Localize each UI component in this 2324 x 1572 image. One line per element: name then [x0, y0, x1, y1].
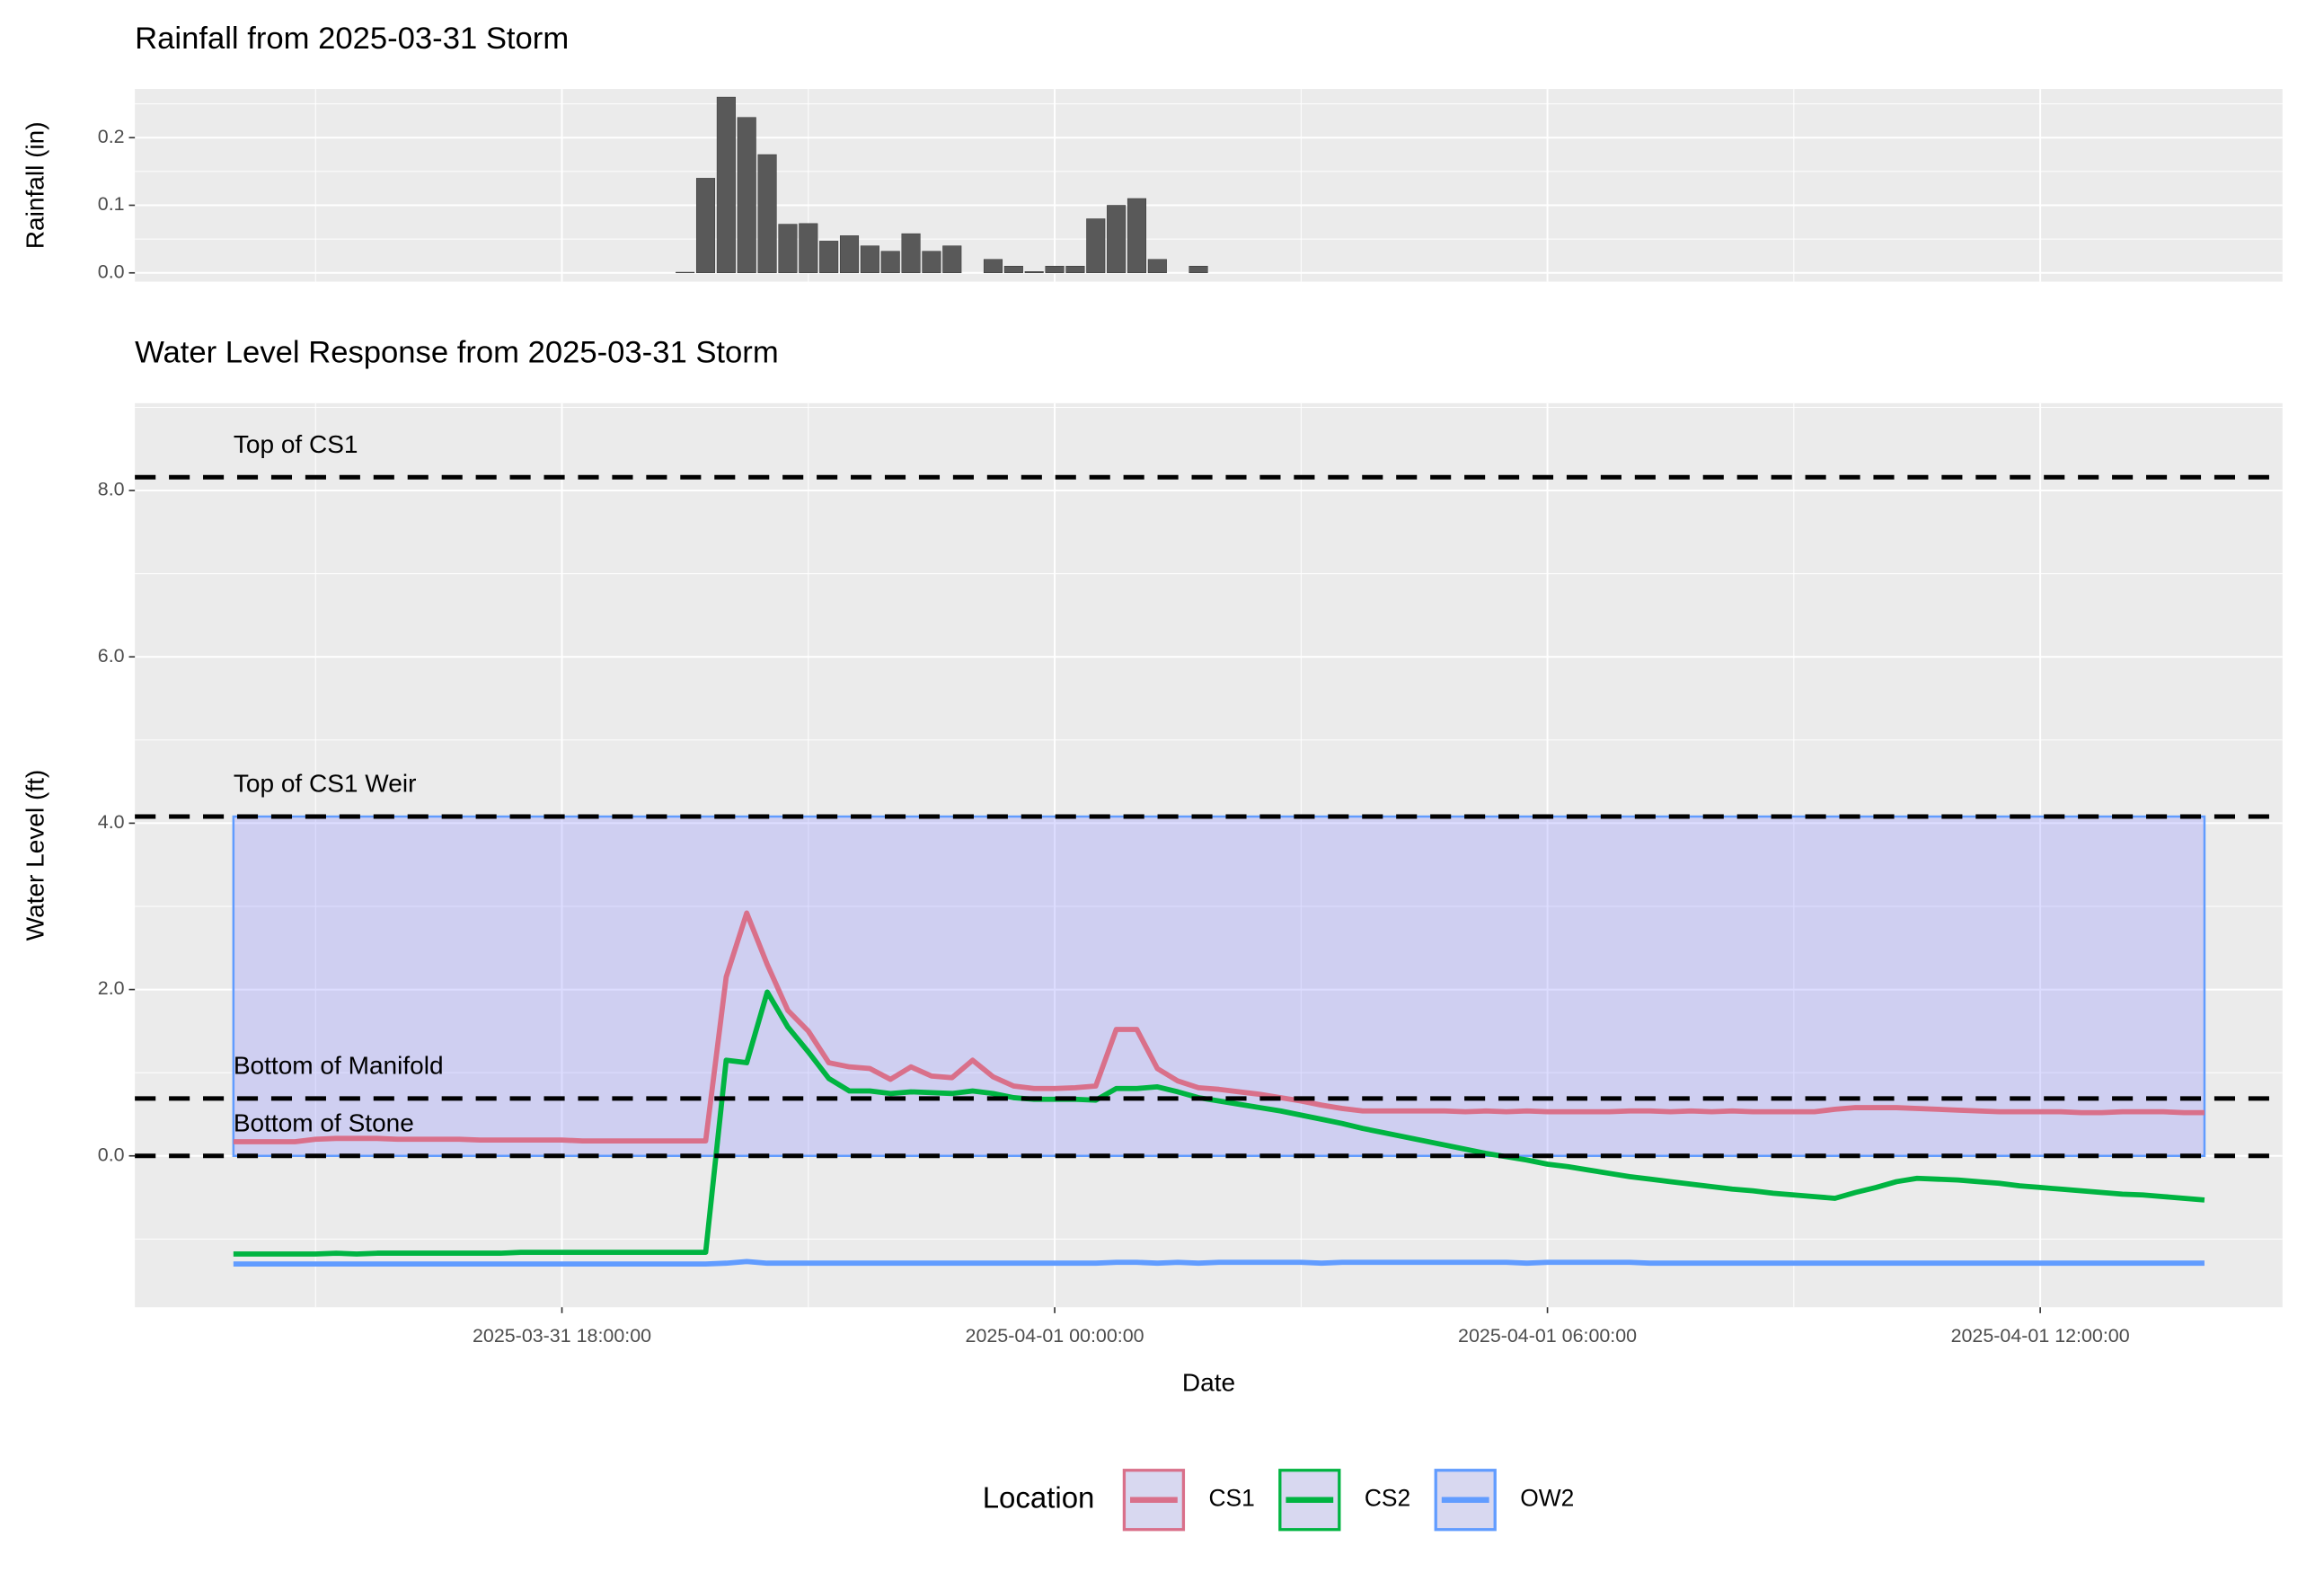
bar [901, 233, 921, 274]
bar [922, 251, 941, 274]
x-tick-label: 2025-04-01 06:00:00 [1458, 1325, 1637, 1347]
x-tick-label: 2025-04-01 00:00:00 [966, 1325, 1144, 1347]
y-axis-title: Rainfall (in) [22, 121, 49, 249]
bar [757, 154, 777, 274]
reference-label: Bottom of Manifold [234, 1052, 444, 1080]
bar [676, 271, 695, 274]
x-tick-label: 2025-03-31 18:00:00 [473, 1325, 651, 1347]
y-tick-label: 0.2 [98, 126, 125, 147]
bar [1045, 265, 1065, 274]
legend-label: CS2 [1365, 1485, 1410, 1512]
bar [942, 245, 962, 274]
bar [778, 224, 798, 274]
y-tick-label: 2.0 [98, 977, 125, 999]
bar [1107, 205, 1127, 274]
bar [716, 96, 736, 274]
series-line [233, 1258, 2205, 1267]
reference-label: Bottom of Stone [234, 1109, 414, 1137]
chart-title: Water Level Response from 2025-03-31 Sto… [135, 336, 779, 370]
y-tick-label: 6.0 [98, 645, 125, 667]
bar [1065, 265, 1085, 274]
shaded-band [232, 815, 2206, 1157]
bar [737, 117, 756, 274]
y-tick-label: 4.0 [98, 811, 125, 833]
y-tick-label: 0.0 [98, 1144, 125, 1165]
reference-label: Top of CS1 Weir [234, 770, 417, 798]
legend-label: OW2 [1520, 1485, 1574, 1512]
x-axis-title: Date [1182, 1368, 1235, 1396]
bar [880, 251, 900, 274]
reference-label: Top of CS1 [234, 430, 358, 458]
bar [1003, 265, 1023, 274]
bar [1127, 198, 1147, 274]
x-tick-label: 2025-04-01 12:00:00 [1951, 1325, 2130, 1347]
bar [1024, 271, 1044, 274]
series-line [233, 910, 2205, 1144]
bar [799, 223, 818, 274]
bar [1189, 265, 1208, 274]
bar [983, 259, 1003, 274]
bar [819, 241, 839, 274]
bar [1086, 218, 1106, 274]
legend-title: Location [983, 1480, 1095, 1514]
panel-background [135, 89, 2283, 282]
series-line [233, 989, 2205, 1257]
bar [860, 245, 879, 274]
y-tick-label: 0.1 [98, 193, 125, 215]
bar [695, 178, 716, 274]
y-tick-label: 0.0 [98, 261, 125, 282]
bar [839, 235, 860, 274]
y-tick-label: 8.0 [98, 479, 125, 500]
chart-title: Rainfall from 2025-03-31 Storm [135, 22, 569, 56]
legend: Location CS1 CS2 OW2 [983, 1469, 1574, 1532]
bar [1147, 259, 1167, 274]
y-axis-title: Water Level (ft) [22, 770, 49, 941]
legend-label: CS1 [1208, 1485, 1254, 1512]
